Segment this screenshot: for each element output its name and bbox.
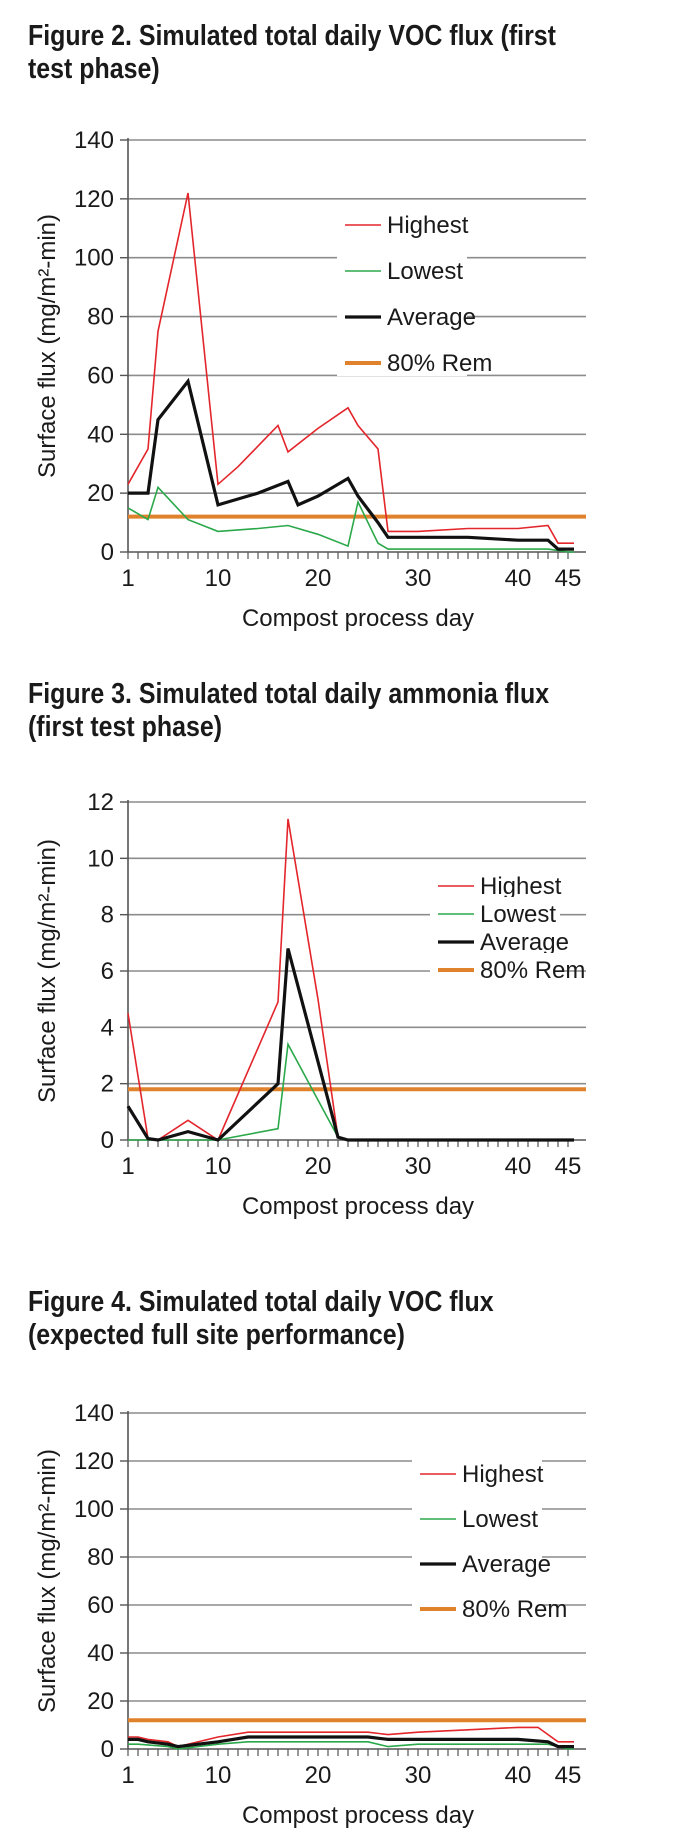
x-tick-label: 40 xyxy=(505,1153,532,1180)
legend-bg xyxy=(430,925,560,955)
figure-3-title: Figure 3. Simulated total daily ammonia … xyxy=(28,678,550,743)
legend-bg xyxy=(412,1457,542,1487)
figure-2-chart: 0 20 40 60 80 100 120 140 1 10 20 30 40 45 Compost pro… xyxy=(34,127,586,632)
x-tick-label: 10 xyxy=(205,1762,232,1789)
y-tick-label: 100 xyxy=(74,245,114,272)
legend-label-average: Average xyxy=(480,929,569,956)
x-tick-label: 20 xyxy=(305,1762,332,1789)
series-line-lowest xyxy=(128,1740,574,1750)
y-tick-label: 120 xyxy=(74,1448,114,1475)
legend-bg xyxy=(337,208,467,238)
legend-bg xyxy=(337,300,467,330)
y-tick-label: 8 xyxy=(101,902,114,929)
y-tick-label: 100 xyxy=(74,1496,114,1523)
x-tick-label: 30 xyxy=(405,565,432,592)
y-tick-label: 12 xyxy=(87,789,114,816)
legend-label-lowest: Lowest xyxy=(462,1506,538,1533)
x-tick-label: 1 xyxy=(121,1153,134,1180)
y-axis: 0 20 40 60 80 100 120 140 xyxy=(74,1400,586,1763)
y-tick-label: 6 xyxy=(101,958,114,985)
x-tick-label: 45 xyxy=(555,565,582,592)
series-group xyxy=(127,192,586,553)
series-line-highest xyxy=(128,1726,574,1748)
series-line-lowest xyxy=(127,485,574,553)
x-axis: 1 10 20 30 40 45 xyxy=(121,1749,581,1789)
y-tick-label: 4 xyxy=(101,1014,114,1041)
series-line-average xyxy=(126,948,574,1142)
legend: Highest Lowest Average 80% Rem xyxy=(337,208,492,377)
y-tick-label: 120 xyxy=(74,186,114,213)
series-line-average xyxy=(128,1735,574,1749)
x-tick-label: 1 xyxy=(121,565,134,592)
legend-bg xyxy=(430,897,560,927)
y-axis-title: Surface flux (mg/m²-min) xyxy=(34,214,61,478)
y-tick-label: 140 xyxy=(74,1400,114,1427)
y-tick-label: 0 xyxy=(101,539,114,566)
legend: Highest Lowest Average 80% Rem xyxy=(412,1457,567,1623)
figure-3-chart: 0 2 4 6 8 10 12 1 10 20 30 40 45 Compost process day S… xyxy=(34,789,586,1220)
x-tick-label: 40 xyxy=(505,1762,532,1789)
legend-label-highest: Highest xyxy=(480,873,562,900)
figure-4-title: Figure 4. Simulated total daily VOC flux… xyxy=(28,1286,494,1351)
y-tick-label: 20 xyxy=(87,1688,114,1715)
x-tick-label: 40 xyxy=(505,565,532,592)
legend-label-average: Average xyxy=(462,1551,551,1578)
figure-2: Figure 2. Simulated total daily VOC flux… xyxy=(0,0,700,632)
x-axis: 1 10 20 30 40 45 xyxy=(121,552,581,592)
x-axis: 1 10 20 30 40 45 xyxy=(121,1140,581,1180)
figure-4-chart: 0 20 40 60 80 100 120 140 1 10 20 30 40 45 Compost pro… xyxy=(34,1400,586,1829)
legend-label-average: Average xyxy=(387,304,476,331)
legend-label-80-rem: 80% Rem xyxy=(387,350,492,377)
series-line-average xyxy=(128,377,574,551)
figure-4: Figure 4. Simulated total daily VOC flux… xyxy=(0,1210,700,1837)
y-tick-label: 60 xyxy=(87,1592,114,1619)
legend-bg xyxy=(412,1547,542,1577)
y-tick-label: 80 xyxy=(87,1544,114,1571)
legend-bg xyxy=(430,869,560,899)
legend-bg xyxy=(412,1502,542,1532)
x-axis-title: Compost process day xyxy=(242,1193,474,1220)
y-tick-label: 140 xyxy=(74,127,114,154)
y-tick-label: 60 xyxy=(87,362,114,389)
y-tick-label: 0 xyxy=(101,1736,114,1763)
y-tick-label: 40 xyxy=(87,421,114,448)
x-tick-label: 30 xyxy=(405,1153,432,1180)
x-axis-title: Compost process day xyxy=(242,605,474,632)
y-tick-label: 80 xyxy=(87,304,114,331)
x-tick-label: 45 xyxy=(555,1762,582,1789)
legend-label-lowest: Lowest xyxy=(480,901,556,928)
x-axis-title: Compost process day xyxy=(242,1802,474,1829)
y-tick-label: 2 xyxy=(101,1071,114,1098)
y-axis: 0 2 4 6 8 10 12 xyxy=(87,789,586,1154)
x-tick-label: 20 xyxy=(305,565,332,592)
legend-label-lowest: Lowest xyxy=(387,258,463,285)
figure-2-title: Figure 2. Simulated total daily VOC flux… xyxy=(28,20,556,85)
y-axis: 0 20 40 60 80 100 120 140 xyxy=(74,127,586,566)
x-tick-label: 45 xyxy=(555,1153,582,1180)
x-tick-label: 10 xyxy=(205,565,232,592)
series-line-highest xyxy=(127,192,574,545)
legend-bg xyxy=(337,254,467,284)
y-tick-label: 10 xyxy=(87,845,114,872)
series-group xyxy=(128,1718,586,1750)
y-axis-title: Surface flux (mg/m²-min) xyxy=(34,1449,61,1713)
y-tick-label: 0 xyxy=(101,1127,114,1154)
x-tick-label: 30 xyxy=(405,1762,432,1789)
x-tick-label: 20 xyxy=(305,1153,332,1180)
y-tick-label: 40 xyxy=(87,1640,114,1667)
figure-3: Figure 3. Simulated total daily ammonia … xyxy=(0,620,700,1220)
y-tick-label: 20 xyxy=(87,480,114,507)
legend-label-80-rem: 80% Rem xyxy=(462,1596,567,1623)
legend-label-highest: Highest xyxy=(387,212,469,239)
x-tick-label: 1 xyxy=(121,1762,134,1789)
legend-label-highest: Highest xyxy=(462,1461,544,1488)
legend-label-80-rem: 80% Rem xyxy=(480,957,585,984)
y-axis-title: Surface flux (mg/m²-min) xyxy=(34,839,61,1103)
x-tick-label: 10 xyxy=(205,1153,232,1180)
series-group xyxy=(126,818,586,1142)
